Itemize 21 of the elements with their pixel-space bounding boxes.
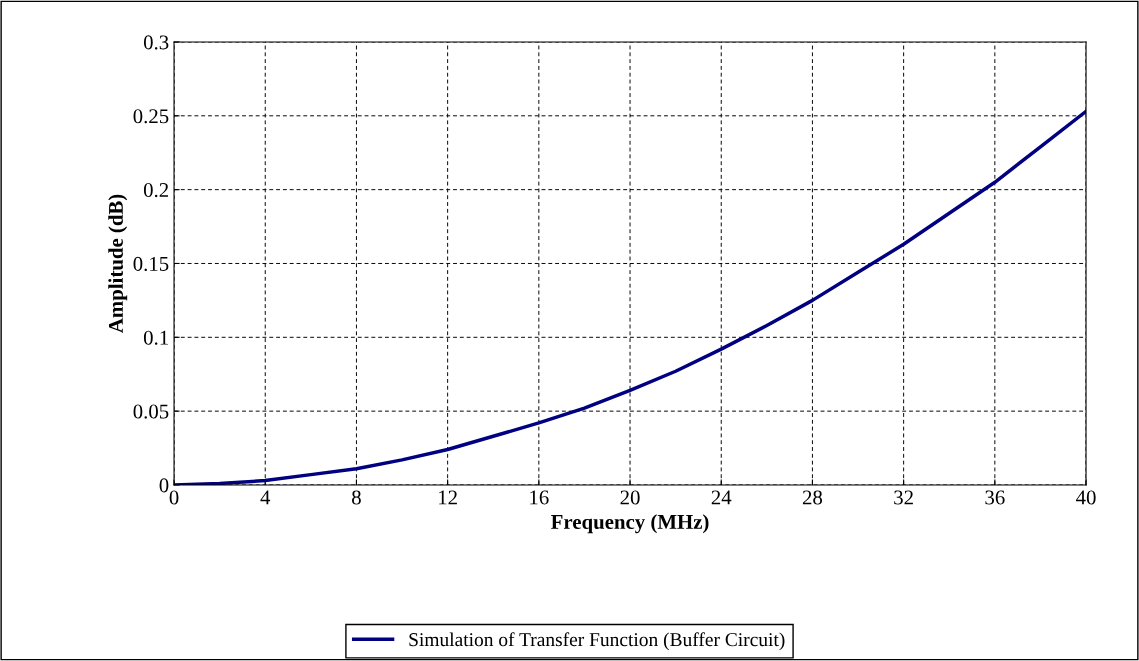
x-tick-label: 8 — [352, 490, 361, 505]
x-tick-label: 36 — [985, 490, 1005, 505]
x-tick-label: 32 — [894, 490, 913, 505]
y-tick-label: 0.05 — [133, 404, 169, 419]
legend-label: Simulation of Transfer Function (Buffer Circuit) — [409, 632, 785, 651]
x-tick-label: 28 — [802, 490, 823, 505]
x-tick-label: 12 — [439, 490, 457, 505]
y-axis-title: Amplitude (dB) — [108, 194, 128, 334]
x-tick-label: 0 — [169, 490, 179, 505]
x-tick-label: 24 — [711, 490, 732, 505]
x-tick-label: 20 — [620, 490, 640, 505]
y-tick-label: 0.2 — [143, 183, 169, 198]
y-tick-label: 0.1 — [143, 330, 168, 345]
x-tick-label: 40 — [1076, 490, 1096, 505]
y-tick-label: 0.25 — [133, 109, 169, 124]
y-tick-label: 0 — [159, 478, 169, 493]
y-tick-label: 0.15 — [133, 256, 169, 271]
y-tick-label: 0.3 — [143, 35, 169, 50]
x-tick-label: 4 — [260, 490, 271, 505]
x-axis-title: Frequency (MHz) — [551, 514, 709, 534]
x-tick-label: 16 — [530, 490, 549, 505]
